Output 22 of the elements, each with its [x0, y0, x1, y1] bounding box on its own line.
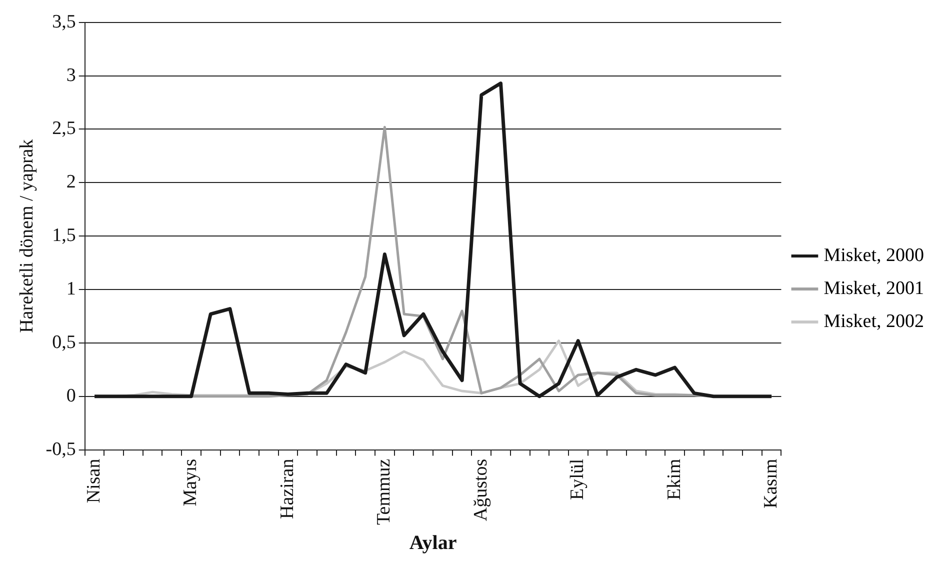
y-tick-label: 0,5	[52, 332, 76, 353]
y-tick-label: 3,5	[52, 11, 76, 32]
y-tick-label: -0,5	[46, 438, 76, 460]
legend-label: Misket, 2001	[824, 278, 924, 299]
y-tick-label: 2	[66, 172, 76, 193]
x-tick-label: Haziran	[276, 458, 298, 519]
x-axis-title: Aylar	[409, 532, 457, 554]
x-tick-label: Ağustos	[470, 458, 492, 522]
legend-label: Misket, 2002	[824, 310, 924, 332]
x-tick-label: Nisan	[84, 458, 105, 504]
x-tick-label: Eylül	[567, 458, 588, 500]
y-tick-label: 2,5	[52, 118, 76, 140]
y-tick-label: 1,5	[52, 225, 76, 246]
x-tick-label: Temmuz	[374, 458, 395, 525]
y-tick-label: 1	[66, 278, 76, 300]
x-tick-label: Mayıs	[180, 458, 202, 506]
y-tick-label: 3	[66, 64, 76, 86]
x-tick-label: Kasım	[760, 458, 782, 508]
legend-label: Misket, 2000	[824, 244, 924, 266]
y-axis-title: Hareketli dönem / yaprak	[16, 138, 38, 333]
x-tick-label: Ekim	[664, 458, 685, 500]
y-tick-label: 0	[66, 385, 76, 406]
